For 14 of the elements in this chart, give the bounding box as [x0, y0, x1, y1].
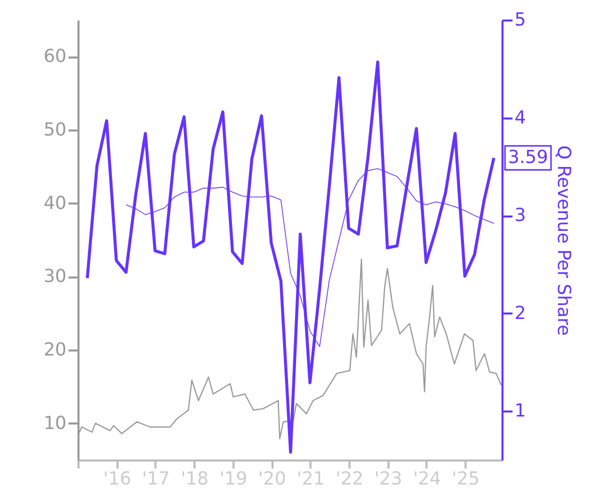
y-tick-label: 20: [44, 340, 66, 360]
y-tick-label: 30: [44, 266, 66, 288]
y-tick-label: 60: [44, 46, 66, 68]
y2-axis-title: Q Revenue Per Share: [552, 145, 574, 336]
y2-tick-label: 2: [514, 302, 526, 324]
y-tick-label: 40: [44, 192, 66, 214]
y2-tick-label: 1: [514, 400, 526, 422]
y2-tick-label: 5: [514, 10, 526, 30]
y2-tick-label: 3: [514, 205, 526, 226]
y2-tick-label: 4: [514, 107, 526, 128]
y-tick-label: 50: [44, 120, 66, 140]
line-series: [86, 60, 496, 454]
data-label: 3.59: [508, 146, 548, 168]
y-tick-label: 10: [44, 412, 66, 434]
